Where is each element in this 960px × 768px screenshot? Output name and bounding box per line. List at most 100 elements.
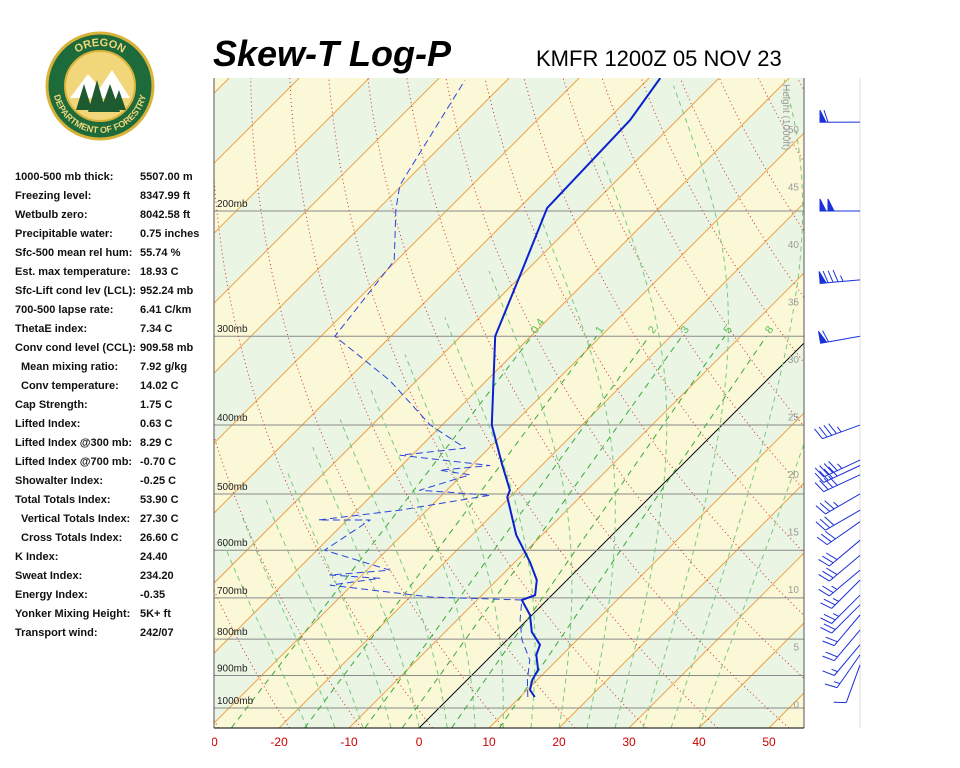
mixing-ratio-label: 8 [763, 324, 776, 336]
index-label: Lifted Index @300 mb: [15, 437, 132, 449]
pressure-label: 700mb [217, 586, 248, 597]
index-label: Energy Index: [15, 589, 88, 601]
index-label: Precipitable water: [15, 228, 113, 240]
index-value: 27.30 C [140, 513, 179, 525]
wind-barb [818, 539, 861, 567]
dry-adiabat [834, 73, 960, 728]
logo-top-path: OREGON [73, 37, 128, 56]
index-value: 6.41 C/km [140, 304, 192, 316]
moist-adiabat [642, 85, 729, 728]
index-label: Wetbulb zero: [15, 209, 88, 221]
x-tick-label: -30 [200, 735, 218, 749]
wind-barb [814, 423, 861, 440]
temperature-band [769, 693, 804, 728]
index-label: Transport wind: [15, 627, 98, 639]
mixing-ratio-label: 3 [679, 324, 692, 336]
wind-barb [818, 330, 861, 344]
height-tick-label: 45 [788, 183, 800, 194]
mixing-ratio-line [230, 335, 533, 728]
isotherm [214, 78, 440, 304]
index-value: 5507.00 m [140, 171, 193, 183]
height-tick-label: 40 [788, 240, 800, 251]
height-tick-label: 20 [788, 470, 800, 481]
height-tick-label: 35 [788, 298, 800, 309]
moist-adiabat [264, 496, 364, 728]
index-label: Vertical Totals Index: [21, 513, 130, 525]
index-value: 234.20 [140, 570, 174, 582]
wind-barb [816, 521, 861, 546]
index-value: 18.93 C [140, 266, 179, 278]
isotherm [214, 78, 370, 234]
dry-adiabat [523, 78, 804, 554]
index-label: Est. max temperature: [15, 266, 131, 278]
dry-adiabat [679, 78, 804, 299]
index-label: ThetaE index: [15, 323, 87, 335]
index-label: 700-500 lapse rate: [15, 304, 113, 316]
index-label: Lifted Index: [15, 418, 80, 430]
mixing-ratio-label: 1 [593, 324, 606, 336]
dry-adiabat [562, 78, 804, 491]
index-label: Total Totals Index: [15, 494, 111, 506]
isotherm [628, 552, 804, 728]
dry-adiabat [445, 78, 804, 680]
logo: OREGON DEPARTMENT OF FORESTRY [45, 31, 155, 141]
index-label: Sfc-Lift cond lev (LCL): [15, 285, 136, 297]
pressure-label: 200mb [217, 199, 248, 210]
index-value: -0.70 C [140, 456, 176, 468]
dry-adiabat [289, 78, 576, 728]
wind-barb [824, 654, 861, 689]
index-label: Yonker Mixing Height: [15, 608, 130, 620]
pressure-label: 500mb [217, 482, 248, 493]
station: KMFR 1200Z 05 NOV 23 [536, 46, 782, 71]
isotherm [214, 78, 510, 374]
wind-barb [822, 644, 861, 676]
height-tick-label: 5 [793, 643, 799, 654]
index-label: Cap Strength: [15, 399, 88, 411]
wind-barb [818, 569, 861, 597]
height-axis-label: Height (1000ft) [780, 84, 791, 150]
wind-column [814, 78, 861, 728]
index-value: 55.74 % [140, 247, 181, 259]
index-label: 1000-500 mb thick: [15, 171, 113, 183]
dewpoint-profile [317, 80, 531, 698]
mixing-ratio-line [304, 335, 597, 728]
wind-barb [833, 664, 861, 704]
index-value: 242/07 [140, 627, 174, 639]
isotherm [214, 78, 650, 514]
pressure-label: 1000mb [217, 696, 254, 707]
isotherm [214, 132, 804, 724]
isotherm [839, 78, 960, 728]
isotherm [488, 412, 804, 728]
index-value: 14.02 C [140, 380, 179, 392]
index-label: Lifted Index @700 mb: [15, 456, 132, 468]
height-tick-label: 25 [788, 413, 800, 424]
plot-area [214, 73, 960, 728]
dry-adiabat [796, 78, 804, 92]
isotherm [558, 482, 804, 728]
dry-adiabat [873, 73, 960, 728]
wind-barb [814, 474, 861, 493]
moist-adiabat [221, 539, 308, 728]
index-label: Conv temperature: [21, 380, 119, 392]
dry-adiabat [640, 78, 804, 364]
pressure-label: 300mb [217, 324, 248, 335]
wind-barb [814, 465, 861, 483]
wind-barb [819, 198, 861, 212]
index-value: 24.40 [140, 551, 168, 563]
height-tick-label: 10 [788, 585, 800, 596]
index-value: -0.35 [140, 589, 165, 601]
moist-adiabat [444, 317, 536, 728]
index-value: 7.92 g/kg [140, 361, 187, 373]
index-value: 53.90 C [140, 494, 179, 506]
index-label: Cross Totals Index: [21, 532, 122, 544]
index-value: 7.34 C [140, 323, 172, 335]
wind-barb [820, 604, 861, 634]
wind-barb [818, 270, 861, 284]
pressure-label: 900mb [217, 663, 248, 674]
isotherm [348, 272, 804, 728]
index-label: Conv cond level (CCL): [15, 342, 136, 354]
index-label: Sweat Index: [15, 570, 82, 582]
mixing-ratio-line [401, 335, 683, 728]
